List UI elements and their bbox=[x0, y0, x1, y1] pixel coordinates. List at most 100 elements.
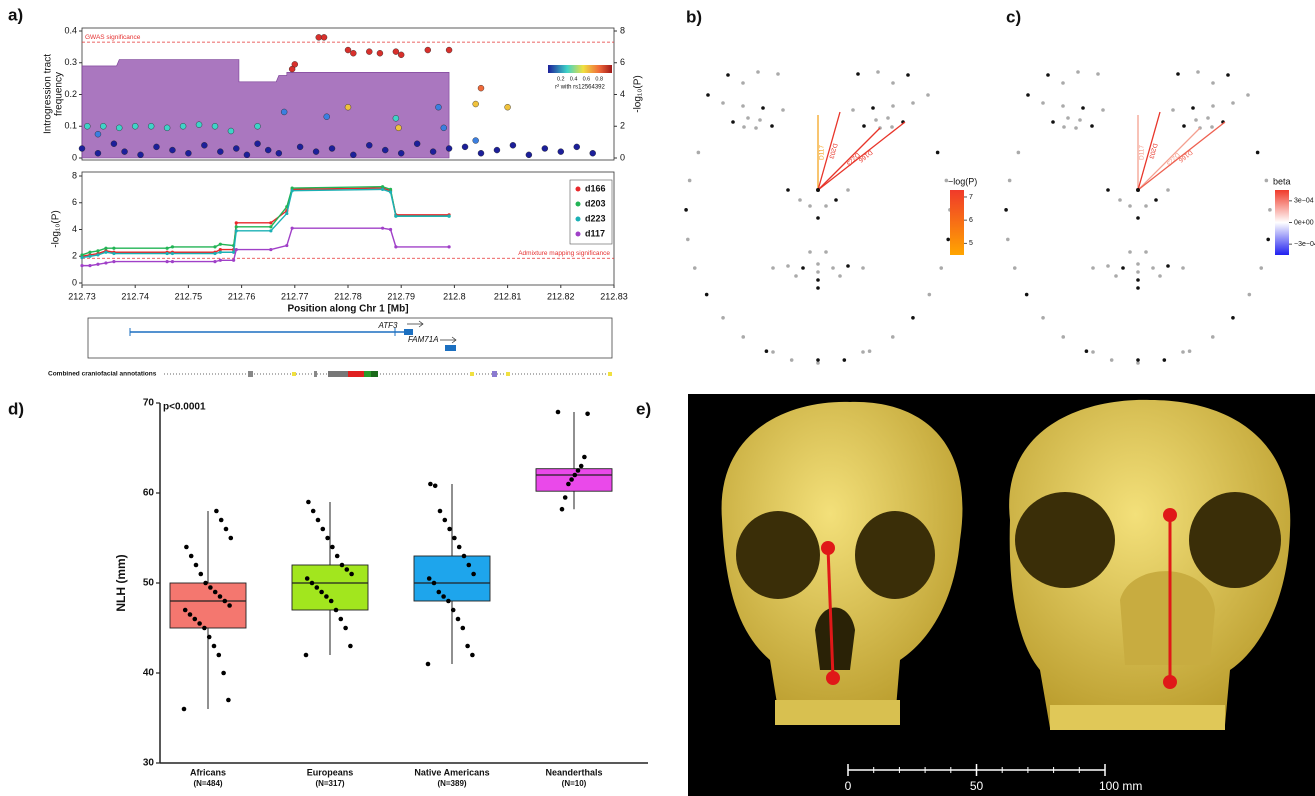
snp-point bbox=[296, 143, 304, 151]
annotation-block bbox=[348, 371, 364, 377]
landmark bbox=[1231, 316, 1235, 320]
series-point bbox=[80, 255, 84, 260]
y2-tick-label: 4 bbox=[620, 89, 625, 99]
snp-point bbox=[509, 142, 517, 149]
y-tick-label: 8 bbox=[72, 170, 77, 180]
landmark bbox=[816, 286, 820, 290]
landmark bbox=[1062, 125, 1066, 129]
landmark bbox=[1004, 208, 1008, 212]
landmark bbox=[876, 70, 880, 74]
snp-point bbox=[398, 150, 405, 157]
landmark bbox=[1091, 350, 1095, 354]
legend-swatch bbox=[575, 201, 581, 207]
landmark bbox=[771, 350, 775, 354]
data-point bbox=[310, 508, 316, 514]
landmark bbox=[1066, 116, 1070, 120]
data-point bbox=[339, 562, 345, 568]
landmark bbox=[891, 104, 895, 108]
landmark bbox=[1006, 237, 1010, 242]
data-point bbox=[328, 598, 334, 604]
orbit bbox=[1189, 492, 1281, 588]
landmark bbox=[1162, 358, 1167, 362]
data-point bbox=[214, 508, 219, 514]
snp-point bbox=[116, 124, 123, 132]
series-point bbox=[388, 187, 393, 191]
data-point bbox=[216, 652, 222, 658]
landmark bbox=[798, 198, 802, 202]
landmark bbox=[1255, 150, 1260, 155]
landmark bbox=[1041, 101, 1045, 105]
series-line bbox=[81, 187, 450, 257]
landmark bbox=[874, 118, 878, 122]
snp-point bbox=[217, 148, 224, 155]
landmark bbox=[1121, 266, 1125, 270]
gene-label: FAM71A bbox=[408, 335, 439, 344]
landmark bbox=[794, 274, 798, 278]
snp-point bbox=[504, 103, 511, 111]
landmark bbox=[1016, 150, 1021, 155]
data-point bbox=[333, 607, 339, 613]
series-line bbox=[81, 185, 450, 256]
panel-label: b) bbox=[686, 7, 702, 26]
landmark bbox=[1128, 250, 1132, 254]
modern-skull bbox=[721, 401, 963, 722]
landmark bbox=[1096, 72, 1100, 76]
snp-point bbox=[100, 123, 107, 130]
nasal-aperture bbox=[1120, 571, 1215, 665]
landmark bbox=[692, 266, 697, 270]
landmark bbox=[834, 198, 838, 202]
data-point bbox=[325, 535, 330, 541]
series-point bbox=[213, 251, 217, 256]
y-tick-label: 60 bbox=[143, 488, 155, 499]
nasal-aperture bbox=[815, 607, 855, 670]
data-point bbox=[188, 553, 194, 559]
series-point bbox=[213, 245, 217, 249]
box bbox=[535, 468, 613, 492]
legend-swatch bbox=[575, 231, 581, 237]
data-point bbox=[555, 409, 561, 415]
snp-point bbox=[328, 145, 336, 152]
landmark bbox=[731, 120, 735, 124]
snp-point bbox=[573, 143, 580, 151]
data-point bbox=[198, 571, 204, 577]
landmark bbox=[721, 101, 725, 105]
landmark bbox=[781, 108, 785, 112]
snp-point bbox=[472, 100, 479, 108]
landmark bbox=[816, 361, 820, 365]
snp-point bbox=[185, 150, 192, 157]
x-tick-sublabel: (N=389) bbox=[437, 779, 466, 788]
snp-point bbox=[137, 151, 144, 159]
landmark bbox=[758, 118, 762, 122]
distance-label: D203 bbox=[827, 143, 838, 160]
snp-point bbox=[461, 143, 469, 151]
panel-label: d) bbox=[8, 399, 24, 418]
series-point bbox=[104, 246, 108, 250]
snp-point bbox=[541, 145, 549, 152]
landmark bbox=[770, 124, 774, 128]
series-point bbox=[88, 254, 92, 258]
snp-point bbox=[472, 137, 479, 144]
landmark bbox=[1024, 292, 1029, 297]
annotation: GWAS significance bbox=[85, 34, 141, 41]
landmark bbox=[696, 150, 701, 155]
snp-point bbox=[440, 124, 447, 132]
series-point bbox=[394, 245, 398, 249]
data-point bbox=[442, 517, 448, 523]
series-point bbox=[290, 189, 294, 193]
introgression-area bbox=[81, 59, 450, 159]
strand-arrow bbox=[440, 336, 457, 344]
data-point bbox=[343, 625, 348, 631]
snp-point bbox=[312, 148, 320, 155]
landmark bbox=[851, 108, 855, 112]
landmark bbox=[1106, 264, 1110, 268]
landmark bbox=[911, 316, 915, 320]
data-point bbox=[222, 598, 228, 604]
y2-tick-label: 8 bbox=[620, 25, 625, 35]
annotation-block bbox=[328, 371, 348, 377]
landmark bbox=[939, 266, 944, 270]
snp-point bbox=[398, 51, 405, 59]
data-point bbox=[569, 477, 574, 482]
landmark bbox=[826, 671, 840, 685]
strand-arrow bbox=[407, 320, 424, 328]
